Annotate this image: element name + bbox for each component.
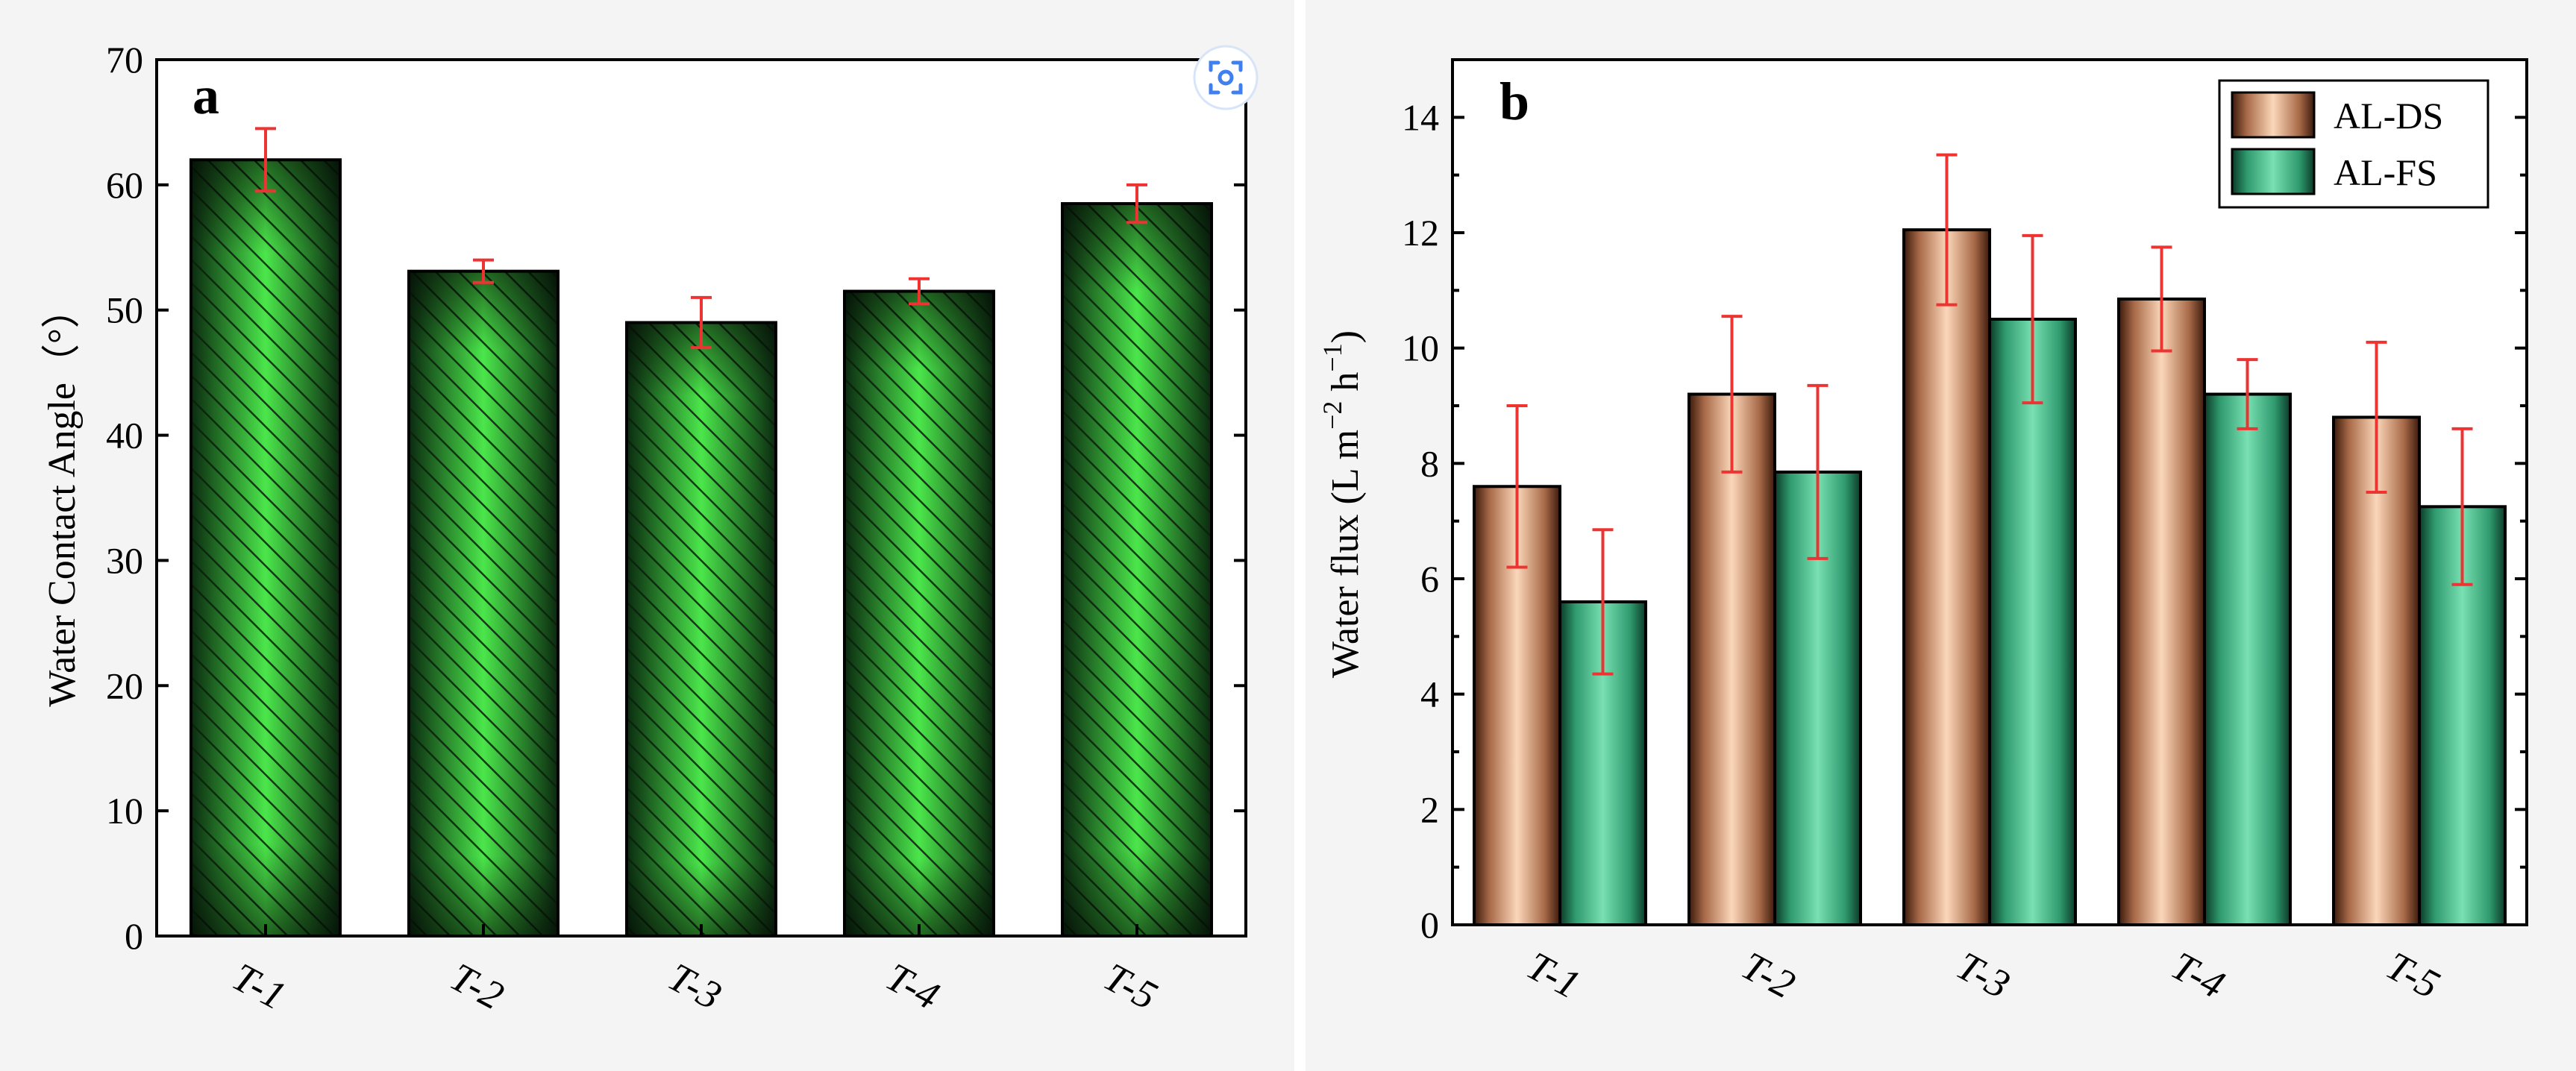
legend-label-al-ds: AL-DS bbox=[2334, 95, 2443, 136]
y-tick-label: 10 bbox=[106, 790, 143, 832]
panel-a-y-axis: 0 10 20 30 40 50 60 70 bbox=[106, 39, 1246, 957]
panel-a-bars bbox=[189, 158, 1213, 937]
y-tick-label: 10 bbox=[1402, 327, 1439, 369]
scan-icon[interactable] bbox=[1193, 45, 1259, 110]
y-tick-label: 40 bbox=[106, 415, 143, 456]
panel-b-legend: AL-DS AL-FS bbox=[2218, 79, 2489, 209]
bar-al-fs-t-4 bbox=[2204, 394, 2290, 925]
bar-shade bbox=[409, 271, 558, 936]
y-tick-label: 20 bbox=[106, 665, 143, 706]
y-tick-label: 50 bbox=[106, 289, 143, 331]
y-tick-label: 30 bbox=[106, 539, 143, 581]
panel-b-bars bbox=[1473, 228, 2507, 927]
bar-al-ds-t-4 bbox=[2119, 298, 2204, 925]
panel-b-error-bars bbox=[1506, 153, 2473, 676]
y-tick-label: 0 bbox=[1420, 904, 1439, 946]
y-title-sup1: −2 bbox=[1317, 401, 1347, 430]
y-title-end: ) bbox=[1324, 330, 1367, 343]
y-tick-label: 4 bbox=[1420, 673, 1439, 715]
bar-al-fs-t-3 bbox=[1990, 319, 2075, 925]
y-tick-label: 70 bbox=[106, 39, 143, 81]
panel-a-error-bars bbox=[255, 127, 1147, 350]
y-tick-label: 0 bbox=[125, 915, 143, 957]
panel-a-letter: a bbox=[192, 66, 219, 125]
bar-shade bbox=[627, 322, 776, 936]
y-title-mid: h bbox=[1324, 372, 1367, 401]
legend-label-al-fs: AL-FS bbox=[2334, 151, 2437, 193]
y-tick-label: 2 bbox=[1420, 788, 1439, 830]
y-tick-label: 6 bbox=[1420, 558, 1439, 600]
bar-shade bbox=[1062, 204, 1212, 936]
panel-b-y-axis-title: Water flux (L m−2 h−1) bbox=[1317, 330, 1367, 678]
y-title-main: Water flux (L m bbox=[1324, 430, 1367, 678]
panel-b-y-axis: 0 2 4 6 8 10 12 14 bbox=[1402, 96, 2527, 946]
y-tick-label: 14 bbox=[1402, 96, 1439, 138]
panel-a-y-axis-title: Water Contact Angle（°） bbox=[41, 289, 84, 707]
bar-al-ds-t-5 bbox=[2334, 417, 2419, 925]
bar-shade bbox=[844, 291, 994, 936]
legend-swatch-al-fs bbox=[2231, 148, 2316, 195]
bar-al-ds-t-3 bbox=[1904, 230, 1990, 926]
legend-swatch-al-ds bbox=[2231, 91, 2316, 139]
y-tick-label: 8 bbox=[1420, 442, 1439, 484]
y-tick-label: 60 bbox=[106, 164, 143, 206]
y-tick-label: 12 bbox=[1402, 212, 1439, 254]
panel-b-letter: b bbox=[1499, 72, 1529, 131]
y-title-sup2: −1 bbox=[1317, 343, 1347, 371]
bar-shade bbox=[191, 160, 340, 936]
bar-al-ds-t-2 bbox=[1689, 394, 1775, 925]
